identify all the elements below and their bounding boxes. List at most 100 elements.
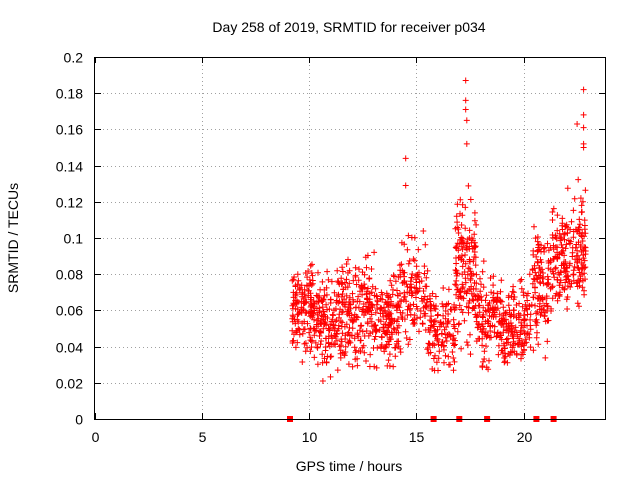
data-point xyxy=(483,343,489,350)
data-point xyxy=(382,321,389,328)
data-point xyxy=(354,362,361,369)
data-point xyxy=(306,329,313,336)
data-point xyxy=(533,310,540,317)
data-point xyxy=(445,311,452,317)
data-point xyxy=(328,353,335,360)
data-point xyxy=(568,280,575,287)
data-point xyxy=(568,218,575,225)
data-point xyxy=(486,334,493,341)
data-point xyxy=(535,341,542,348)
data-point xyxy=(490,273,497,280)
data-point xyxy=(344,284,351,291)
data-point xyxy=(530,247,537,254)
data-point xyxy=(405,232,412,239)
data-point xyxy=(355,293,362,300)
data-point xyxy=(337,342,344,349)
data-point xyxy=(581,233,588,240)
data-point xyxy=(493,333,500,340)
data-point xyxy=(323,359,330,366)
data-point xyxy=(387,319,394,326)
data-point xyxy=(373,292,380,299)
data-point xyxy=(565,273,572,280)
data-point xyxy=(550,242,557,249)
data-point xyxy=(294,271,301,278)
data-point xyxy=(542,354,549,361)
data-point xyxy=(390,318,396,325)
data-point xyxy=(473,221,480,228)
data-point xyxy=(376,327,383,333)
data-point xyxy=(342,279,348,286)
data-point xyxy=(495,351,502,358)
data-point xyxy=(404,246,411,253)
data-point xyxy=(519,303,526,310)
data-point xyxy=(397,290,403,297)
data-point xyxy=(473,280,480,287)
y-tick-label: 0.06 xyxy=(56,303,83,319)
data-point xyxy=(428,322,434,329)
data-point xyxy=(463,244,469,251)
data-point xyxy=(404,283,411,290)
data-point xyxy=(578,209,585,216)
data-point xyxy=(352,264,359,271)
data-point xyxy=(537,272,544,279)
data-point xyxy=(477,326,484,333)
data-point xyxy=(452,225,459,232)
data-point xyxy=(320,325,327,332)
data-point xyxy=(360,342,367,349)
data-point xyxy=(353,281,360,288)
data-point xyxy=(427,301,434,308)
data-point xyxy=(580,86,587,93)
data-point xyxy=(544,303,551,310)
data-point xyxy=(458,256,465,263)
data-point xyxy=(553,290,560,297)
data-point xyxy=(450,316,457,323)
data-point xyxy=(353,316,360,323)
data-point xyxy=(449,349,456,355)
data-point xyxy=(563,221,570,228)
data-point xyxy=(553,235,560,242)
data-point xyxy=(533,334,540,341)
data-point xyxy=(359,308,366,315)
data-point xyxy=(544,240,551,247)
data-point xyxy=(576,282,583,289)
data-point xyxy=(352,272,359,279)
data-point xyxy=(422,313,428,319)
data-point xyxy=(304,344,311,351)
data-point xyxy=(558,249,565,255)
data-point xyxy=(370,323,377,330)
data-point xyxy=(386,341,393,348)
data-point xyxy=(541,302,548,309)
data-point xyxy=(361,349,368,356)
data-point xyxy=(491,296,498,303)
data-point xyxy=(427,317,433,324)
data-point xyxy=(338,281,345,288)
data-point xyxy=(554,212,561,219)
data-point xyxy=(417,308,424,314)
data-point xyxy=(345,269,351,276)
data-point xyxy=(433,359,440,366)
data-point xyxy=(365,332,372,339)
data-point xyxy=(413,294,419,301)
data-point xyxy=(301,326,308,333)
data-point xyxy=(462,204,469,211)
data-point xyxy=(464,236,471,243)
data-point xyxy=(453,255,459,261)
data-point xyxy=(459,285,466,292)
data-point xyxy=(452,267,459,273)
data-point xyxy=(530,347,537,354)
data-point xyxy=(368,318,375,325)
y-tick-label: 0.16 xyxy=(56,122,83,138)
data-point xyxy=(467,275,474,282)
data-point xyxy=(480,314,486,321)
data-point xyxy=(452,244,459,251)
data-point xyxy=(498,277,505,284)
data-point xyxy=(495,342,502,349)
data-point xyxy=(385,357,392,364)
data-point xyxy=(581,291,588,298)
data-point xyxy=(440,285,447,291)
data-point xyxy=(416,285,423,292)
data-point xyxy=(314,361,321,368)
data-point xyxy=(531,223,537,230)
data-point xyxy=(426,293,433,299)
y-tick-label: 0.02 xyxy=(56,376,83,392)
